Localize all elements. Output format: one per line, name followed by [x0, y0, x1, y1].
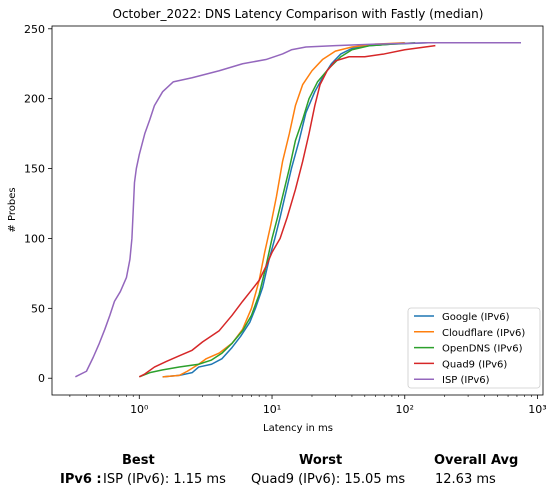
series-line-1 [162, 42, 405, 378]
x-tick-label: 10⁰ [130, 403, 149, 416]
y-axis-label: # Probes [7, 187, 18, 232]
plot-lines [75, 42, 521, 378]
x-tick-label: 10³ [528, 403, 546, 416]
legend-label: OpenDNS (IPv6) [442, 344, 523, 355]
y-axis: 0 50 100 150 200 250 [24, 23, 52, 385]
legend-label: Quad9 (IPv6) [442, 359, 507, 370]
y-tick-label: 50 [31, 302, 45, 315]
series-line-4 [75, 42, 521, 378]
x-tick-label: 10¹ [263, 403, 281, 416]
legend-label: ISP (IPv6) [442, 375, 490, 386]
chart-title: October_2022: DNS Latency Comparison wit… [113, 7, 484, 21]
series-line-3 [138, 44, 436, 378]
y-tick-label: 100 [24, 232, 45, 245]
y-tick-label: 250 [24, 23, 45, 36]
x-axis-label: Latency in ms [263, 423, 333, 434]
legend-label: Cloudflare (IPv6) [442, 328, 525, 339]
plot-frame [51, 25, 544, 396]
series-line-2 [139, 42, 416, 378]
legend: Google (IPv6) Cloudflare (IPv6) OpenDNS (I… [407, 307, 541, 389]
y-tick-label: 200 [24, 93, 45, 106]
y-tick-label: 150 [24, 163, 45, 176]
legend-label: Google (IPv6) [442, 312, 510, 323]
x-tick-label: 10² [396, 403, 414, 416]
x-axis: 10⁰ 10¹ 10² 10³ [69, 395, 547, 416]
legend-box [407, 307, 541, 389]
y-tick-label: 0 [38, 372, 45, 385]
